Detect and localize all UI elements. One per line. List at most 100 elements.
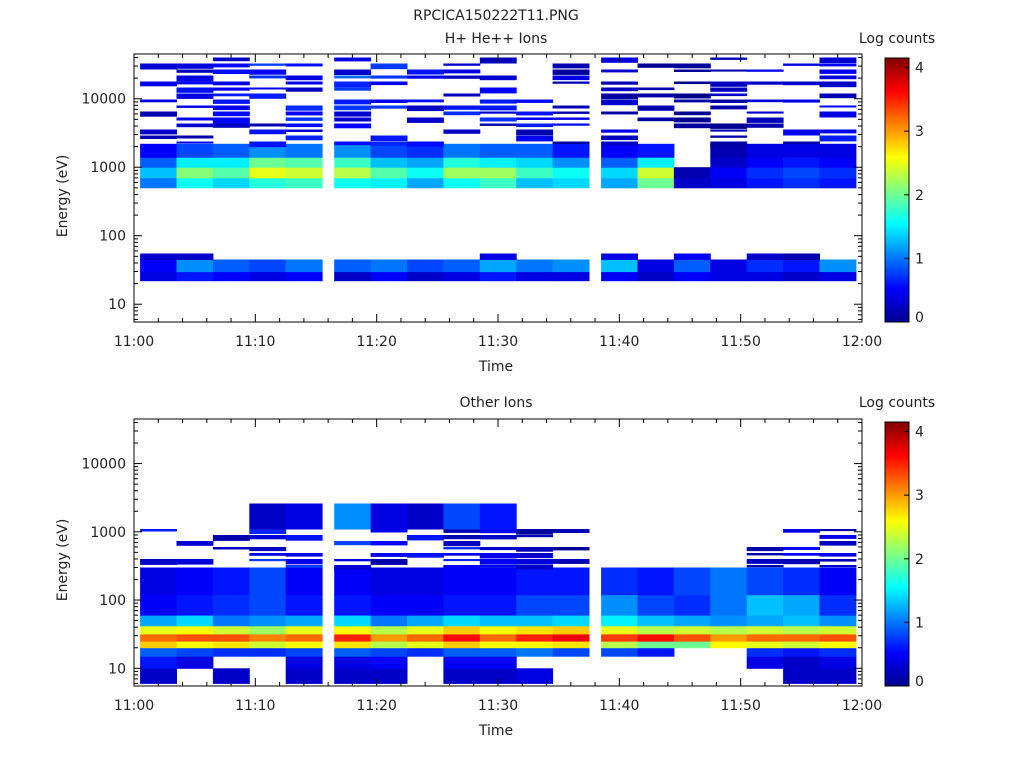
heatmap-cell [673,625,711,635]
heatmap-cell [285,503,323,530]
y-tick-label: 10000 [81,92,126,108]
heatmap-cell [479,271,517,282]
y-tick-label: 1000 [90,160,126,176]
heatmap-cell [819,177,857,189]
heatmap-cell [285,647,323,657]
heatmap-cell [285,157,323,168]
heatmap-cell [370,567,408,596]
x-tick-label: 11:20 [357,698,397,714]
heatmap-cell [249,529,287,562]
heatmap-cell [334,167,372,179]
colorbar-tick-label: 3 [915,488,924,504]
heatmap-cell [370,625,408,635]
heatmap-cell [746,69,784,128]
heatmap-cell [552,177,590,189]
heatmap-cell [407,157,444,168]
y-axis: 10 100 1000 10000 [81,421,862,684]
y-tick-label: 10000 [81,457,126,473]
heatmap-cell [140,271,177,282]
colorbar-label: Log counts [859,31,935,47]
heatmap-cell [479,157,517,168]
heatmap-cell [176,143,214,158]
heatmap-cell [746,259,784,273]
heatmap-cell [783,594,820,616]
heatmap-cell [601,633,638,642]
heatmap-cell [479,143,517,158]
heatmap-cell [407,641,444,649]
heatmap-cell [334,647,372,657]
heatmap-cell [140,259,177,273]
colorbar-tick-label: 1 [915,251,924,267]
heatmap-cell [370,503,408,530]
y-tick-label: 10 [108,297,126,313]
heatmap-cell [407,535,444,558]
heatmap-cell [637,647,675,657]
heatmap-cell [673,567,711,596]
heatmap-cell [285,535,323,568]
colorbar-tick-label: 4 [915,425,924,441]
x-tick-label: 12:00 [842,334,882,350]
heatmap-cell [552,259,590,273]
heatmap-cell [176,615,214,627]
heatmap-cell [516,633,554,642]
heatmap-cell [285,641,323,649]
heatmap-cell [552,529,590,564]
heatmap-cell [334,656,372,669]
heatmap-cell [601,647,638,657]
heatmap-cell [673,615,711,627]
heatmap-cell [673,633,711,642]
heatmap-cell [819,157,857,168]
heatmap-cell [783,668,820,684]
heatmap-cell [819,656,857,669]
heatmap-cell [334,633,372,642]
heatmap-cell [710,157,748,168]
heatmap-cell [637,177,675,189]
heatmap-cell [710,641,748,649]
heatmap-cell [516,567,554,596]
heatmap-cell [601,567,638,596]
heatmap-cell [443,615,481,627]
y-axis: 10 100 1000 10000 [81,57,862,320]
heatmap-cell [212,594,250,616]
heatmap-cell [407,615,444,627]
heatmap-cell [334,541,372,571]
heatmap-cell [212,535,250,550]
heatmap-cell [334,615,372,627]
heatmap-cell [783,157,820,168]
heatmap-cell [334,57,372,146]
x-tick-label: 11:50 [721,334,761,350]
heatmap-cell [710,594,748,616]
heatmap-cell [140,594,177,616]
heatmap-cell [601,259,638,273]
heatmap-cell [746,633,784,642]
heatmap-cell [212,57,250,128]
heatmap-cell [212,157,250,168]
heatmap-cell [249,594,287,616]
heatmap-cell [249,625,287,635]
heatmap-cell [212,668,250,684]
heatmap-cell [637,271,675,282]
colorbar-tick-label: 2 [915,188,924,204]
heatmap-cell [673,177,711,189]
heatmap-cell [552,641,590,649]
heatmap-cell [285,633,323,642]
heatmap-cell [370,271,408,282]
heatmap-cell [746,271,784,282]
heatmap-cell [819,567,857,596]
heatmap-cell [249,167,287,179]
heatmap-cell [249,177,287,189]
heatmap-cell [212,271,250,282]
panel-other-ions: Other Ions 10 100 1000 10000 11:00 11:10… [55,395,935,739]
heatmap-cell [637,167,675,179]
heatmap-cell [370,594,408,616]
heatmap-cell [176,157,214,168]
heatmap-cell [285,656,323,669]
heatmap-cell [479,656,517,669]
heatmap-cell [673,63,711,129]
heatmap-cell [710,615,748,627]
heatmap-cell [819,668,857,684]
heatmap-cell [249,567,287,596]
heatmap-cell [479,503,517,530]
heatmap-cell [140,647,177,657]
heatmap-cell [819,167,857,179]
